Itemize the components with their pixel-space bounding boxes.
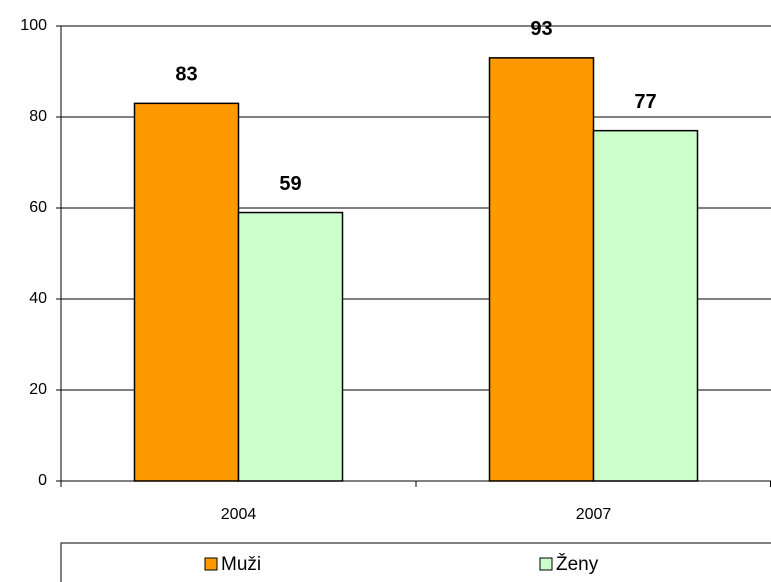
bar [237,211,344,482]
value-label: 77 [634,91,656,113]
value-label: 83 [175,64,197,86]
y-tick-label: 100 [20,17,47,34]
legend-box [60,542,771,582]
y-tick-label: 20 [29,381,47,398]
value-label: 59 [279,173,301,195]
y-tick-label: 80 [29,108,47,125]
x-tick-label: 2004 [221,506,257,523]
value-label: 93 [530,18,552,40]
legend-label: Muži [221,554,261,575]
bar [133,102,240,482]
y-tick-label: 0 [38,472,47,489]
bar [488,57,595,482]
y-tick-label: 60 [29,199,47,216]
legend-swatch [539,557,553,571]
legend-label: Ženy [556,553,599,575]
y-tick-label: 40 [29,290,47,307]
x-tick-label: 2007 [576,506,612,523]
bar [592,129,699,482]
legend-swatch [204,557,218,571]
